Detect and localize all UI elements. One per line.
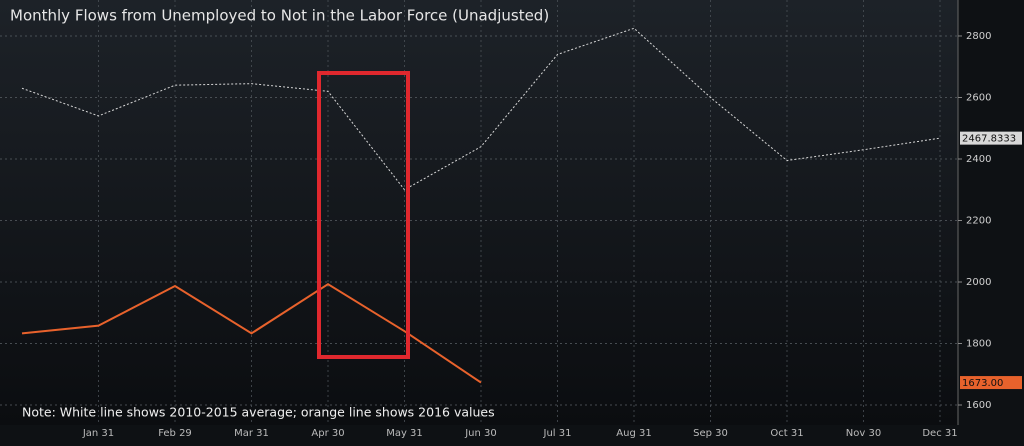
x-tick-label: May 31	[386, 428, 423, 439]
y-tick-label: 2400	[966, 154, 991, 165]
value-label: 1673.00	[962, 378, 1003, 389]
x-tick-label: Jun 30	[464, 428, 497, 439]
x-tick-label: Mar 31	[234, 428, 269, 439]
grid	[0, 0, 958, 425]
series-line	[21, 282, 482, 384]
x-tick-label: Aug 31	[616, 428, 651, 439]
x-tick-label: Dec 31	[922, 428, 957, 439]
y-tick-label: 1600	[966, 400, 991, 411]
value-label-box	[960, 131, 1022, 145]
x-tick-label: Apr 30	[311, 428, 344, 439]
chart-title: Monthly Flows from Unemployed to Not in …	[10, 7, 549, 25]
y-tick-label: 2200	[966, 215, 991, 226]
note: Note: White line shows 2010-2015 average…	[22, 405, 495, 420]
plot-background	[0, 0, 958, 425]
highlight-box	[317, 71, 410, 359]
x-tick-label: Oct 31	[770, 428, 803, 439]
x-tick-label: Sep 30	[693, 428, 728, 439]
value-label: 2467.8333	[962, 134, 1016, 145]
y-tick-label: 2000	[966, 277, 991, 288]
x-tick-label: Jul 31	[543, 428, 572, 439]
series-line	[21, 27, 941, 191]
value-label-box	[960, 376, 1022, 390]
x-tick-label: Feb 29	[158, 428, 192, 439]
marks	[21, 27, 941, 384]
y-tick-label: 2600	[966, 92, 991, 103]
y-tick-label: 2800	[966, 31, 991, 42]
x-tick-label: Nov 30	[846, 428, 881, 439]
y-tick-label: 1800	[966, 339, 991, 350]
x-tick-label: Jan 31	[82, 428, 114, 439]
